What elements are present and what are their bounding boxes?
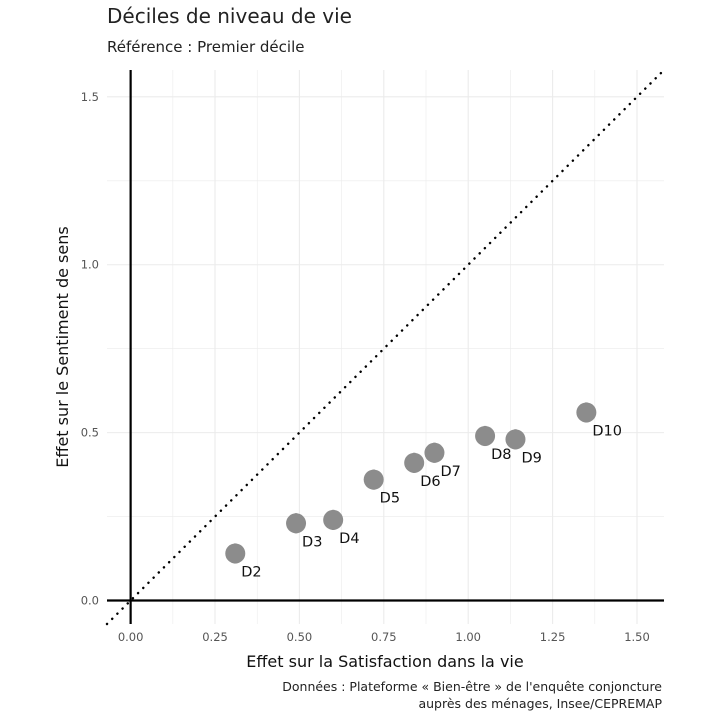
point-label-d6: D6: [420, 474, 440, 490]
point-label-d9: D9: [521, 450, 541, 466]
data-point-marker: [286, 513, 307, 534]
y-tick-label: 0.5: [81, 426, 99, 440]
point-label-d3: D3: [302, 534, 322, 550]
point-label-d2: D2: [241, 564, 261, 580]
data-point-marker: [323, 509, 344, 530]
data-point-d2: [225, 543, 246, 564]
point-label-d5: D5: [380, 491, 400, 507]
data-point-marker: [225, 543, 246, 564]
data-point-marker: [505, 429, 526, 450]
x-tick-label: 1.25: [540, 630, 566, 644]
x-tick-label: 1.50: [624, 630, 650, 644]
data-point-marker: [424, 442, 445, 463]
data-point-d8: [475, 425, 496, 447]
zero-axes: [107, 70, 664, 624]
data-point-d3: [286, 513, 307, 534]
data-point-d4: [323, 509, 344, 530]
data-point-d7: [424, 442, 445, 463]
reference-diagonal: [105, 68, 666, 626]
caption-line: Données : Plateforme « Bien-être » de l'…: [282, 679, 662, 694]
point-label-d7: D7: [440, 464, 460, 480]
chart-subtitle: Référence : Premier décile: [107, 38, 305, 56]
data-point-d10: [576, 402, 597, 423]
x-tick-label: 0.50: [287, 630, 313, 644]
x-tick-label: 0.25: [202, 630, 228, 644]
y-tick-label: 1.5: [81, 90, 99, 104]
point-label-d8: D8: [491, 447, 511, 463]
caption-line: auprès des ménages, Insee/CEPREMAP: [418, 696, 662, 711]
x-tick-label: 0.75: [371, 630, 397, 644]
y-axis-title: Effet sur le Sentiment de sens: [53, 226, 72, 467]
data-point-marker: [475, 425, 496, 446]
tick-labels: 0.00 0.25 0.50 0.75 1.00 1.25 1.50 0.0 0.5 1.0 1.5: [81, 90, 650, 644]
data-point-marker: [404, 452, 425, 473]
chart-title: Déciles de niveau de vie: [107, 4, 352, 28]
data-point-marker: [363, 469, 384, 490]
data-point-d6: [404, 452, 425, 473]
data-points: [225, 402, 597, 564]
x-tick-label: 0.00: [118, 630, 144, 644]
point-label-d4: D4: [339, 531, 359, 547]
y-tick-label: 0.0: [81, 593, 99, 607]
point-label-d10: D10: [592, 423, 622, 439]
y-tick-label: 1.0: [81, 258, 99, 272]
data-point-d5: [363, 469, 384, 490]
diagonal-line: [105, 68, 666, 626]
data-point-d9: [505, 429, 526, 450]
caption: Données : Plateforme « Bien-être » de l'…: [282, 678, 662, 712]
x-tick-label: 1.00: [455, 630, 481, 644]
data-point-marker: [576, 402, 597, 423]
x-axis-title: Effet sur la Satisfaction dans la vie: [246, 652, 523, 671]
